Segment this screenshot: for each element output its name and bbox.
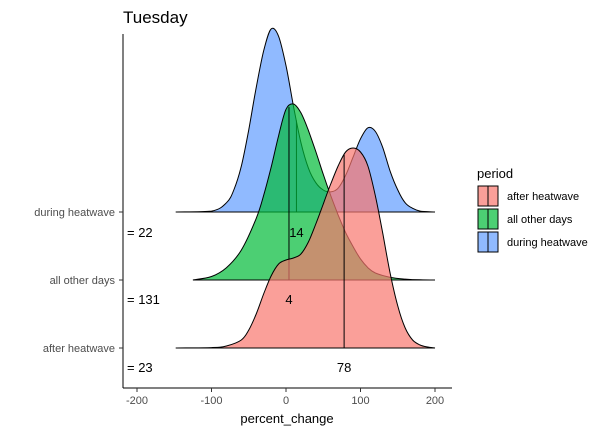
ridges-layer xyxy=(175,27,436,349)
x-ticks: -200 -100 0 100 200 xyxy=(126,388,444,407)
legend: period after heatwave all other days durin… xyxy=(477,166,588,253)
legend-label-after-heatwave: after heatwave xyxy=(507,191,579,203)
median-label-all-other-days: 4 xyxy=(285,292,292,307)
density-ridge-after-heatwave xyxy=(175,147,436,349)
y-tick-label-after-heatwave: after heatwave xyxy=(43,343,115,355)
n-label-after-heatwave: = 23 xyxy=(127,360,153,375)
median-label-after-heatwave: 78 xyxy=(337,360,351,375)
y-ticks: after heatwave all other days during heatw… xyxy=(34,207,123,355)
chart-title: Tuesday xyxy=(123,8,188,27)
annotations-layer: = 22 14 = 131 4 = 23 78 xyxy=(127,225,351,375)
legend-label-during-heatwave: during heatwave xyxy=(507,237,588,249)
x-tick-label: 200 xyxy=(426,395,444,407)
legend-label-all-other-days: all other days xyxy=(507,214,573,226)
legend-title: period xyxy=(477,166,513,181)
n-label-during-heatwave: = 22 xyxy=(127,225,153,240)
x-tick-label: -100 xyxy=(200,395,222,407)
y-tick-label-during-heatwave: during heatwave xyxy=(34,207,115,219)
x-tick-label: 100 xyxy=(351,395,369,407)
x-tick-label: -200 xyxy=(126,395,148,407)
median-label-during-heatwave: 14 xyxy=(289,225,303,240)
n-label-all-other-days: = 131 xyxy=(127,292,160,307)
x-axis-title: percent_change xyxy=(240,411,333,426)
y-tick-label-all-other-days: all other days xyxy=(50,275,116,287)
x-tick-label: 0 xyxy=(283,395,289,407)
